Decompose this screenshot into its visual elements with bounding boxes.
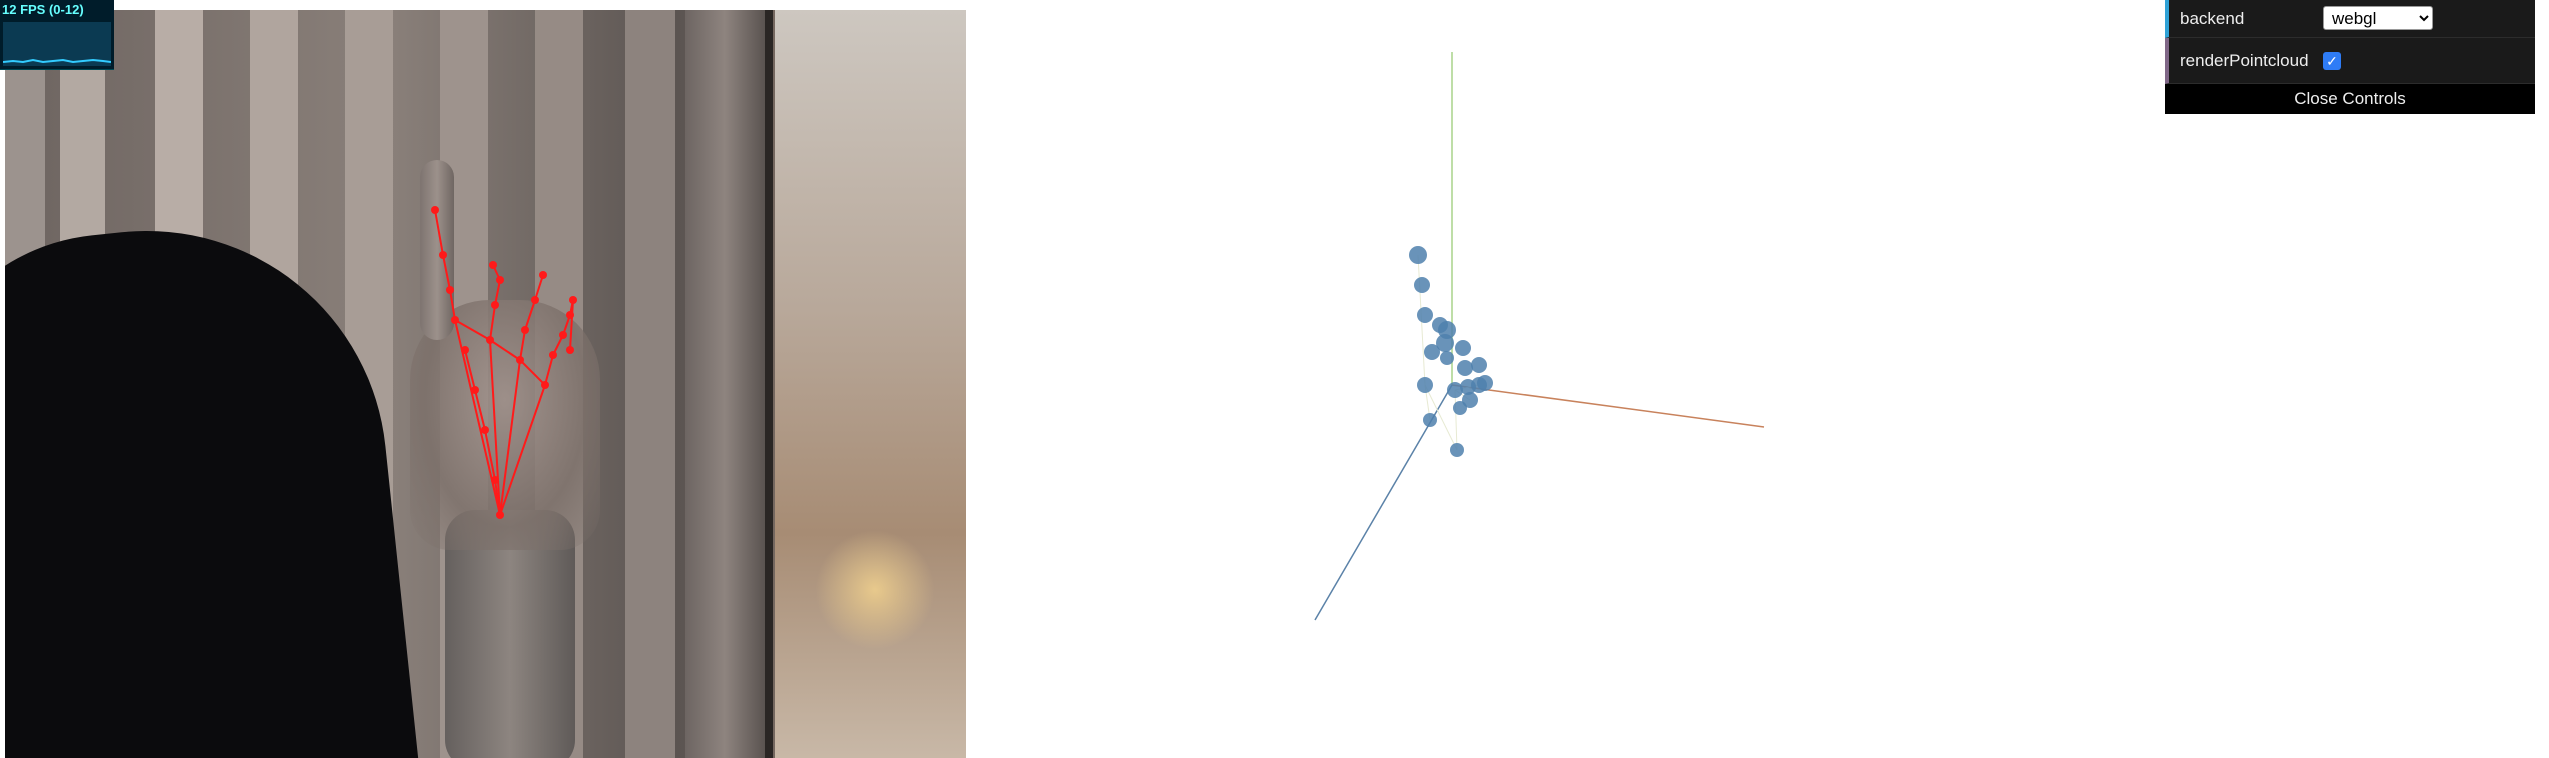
webcam-video — [5, 10, 966, 758]
hand-landmark-point — [531, 296, 539, 304]
hand-landmark-point — [496, 276, 504, 284]
keypoint-sphere — [1447, 382, 1463, 398]
landmark-connection — [489, 304, 496, 341]
landmark-connection — [499, 384, 546, 516]
landmark-connection — [534, 274, 544, 301]
keypoint-sphere — [1455, 340, 1471, 356]
index-finger — [420, 160, 454, 340]
hand-landmark-point — [569, 296, 577, 304]
fps-stats-panel[interactable]: 12 FPS (0-12) — [0, 0, 114, 70]
keypoint-sphere — [1471, 357, 1487, 373]
hand-landmark-point — [461, 346, 469, 354]
keypoint-sphere — [1453, 401, 1467, 415]
landmark-connection — [519, 359, 546, 386]
hand-landmark-point — [491, 476, 499, 484]
landmark-connection — [519, 329, 526, 361]
landmark-connection — [489, 339, 501, 516]
hand-landmark-point — [451, 316, 459, 324]
hand-landmark-point — [521, 326, 529, 334]
hand-landmark-point — [446, 286, 454, 294]
wrist — [445, 510, 575, 758]
render-pointcloud-checkbox[interactable]: ✓ — [2323, 52, 2341, 70]
backend-select[interactable]: webgl — [2323, 6, 2433, 30]
hand-landmark-point — [496, 511, 504, 519]
hand-landmark-point — [481, 426, 489, 434]
hand-landmark-point — [439, 251, 447, 259]
landmark-connection — [474, 389, 486, 431]
hand-landmark-point — [566, 311, 574, 319]
keypoint-sphere — [1440, 351, 1454, 365]
hand-landmark-point — [471, 386, 479, 394]
render-pointcloud-control: renderPointcloud ✓ — [2165, 38, 2535, 84]
landmark-connection — [524, 299, 536, 331]
skeleton-line — [1454, 389, 1458, 451]
landmark-connection — [464, 349, 476, 391]
landmark-connection — [434, 209, 444, 256]
keypoint-sphere — [1417, 307, 1433, 323]
hand-landmark-point — [431, 206, 439, 214]
landmark-connection — [569, 299, 574, 351]
hand-landmark-overlay — [431, 206, 577, 519]
hand-landmark-point — [541, 381, 549, 389]
landmark-connection — [442, 254, 451, 291]
checkmark-icon: ✓ — [2326, 53, 2338, 69]
controls-panel: backend webgl renderPointcloud ✓ Close C… — [2165, 0, 2535, 114]
keypoint-sphere — [1424, 344, 1440, 360]
keypoints — [1409, 246, 1493, 457]
hand-landmark-point — [489, 261, 497, 269]
keypoint-sphere — [1436, 334, 1454, 352]
keypoint-sphere — [1477, 375, 1493, 391]
skeleton-line — [1424, 384, 1458, 451]
keypoint-sphere — [1457, 360, 1473, 376]
hand-landmark-point — [516, 356, 524, 364]
keypoint-sphere — [1414, 277, 1430, 293]
hand-landmark-point — [559, 331, 567, 339]
fps-graph — [3, 22, 111, 66]
keypoint-sphere — [1423, 413, 1437, 427]
blind-slat — [625, 10, 675, 758]
keypoint-sphere — [1409, 246, 1427, 264]
landmark-connection — [454, 319, 491, 341]
backend-label: backend — [2180, 9, 2245, 28]
hand-landmark-point — [491, 301, 499, 309]
landmark-connection — [449, 289, 456, 321]
landmark-connection — [489, 339, 521, 361]
keypoint-sphere — [1450, 443, 1464, 457]
x-axis — [1451, 384, 1765, 428]
window-frame — [765, 10, 773, 758]
fps-label: 12 FPS (0-12) — [2, 2, 84, 17]
landmark-connection — [544, 354, 554, 386]
landmark-connection — [484, 429, 496, 481]
render-pointcloud-label: renderPointcloud — [2180, 51, 2309, 70]
3d-keypoint-scatter[interactable] — [1000, 0, 2100, 758]
hand — [410, 300, 600, 550]
blind-slat — [685, 10, 765, 758]
landmark-connection — [494, 279, 501, 306]
backend-control: backend webgl — [2165, 0, 2535, 38]
hand-landmark-point — [486, 336, 494, 344]
hand-landmark-point — [566, 346, 574, 354]
hand-landmark-point — [539, 271, 547, 279]
hand-landmark-point — [549, 351, 557, 359]
landmark-connection — [499, 359, 521, 516]
close-controls-button[interactable]: Close Controls — [2165, 84, 2535, 114]
keypoint-sphere — [1462, 392, 1478, 408]
window — [775, 10, 966, 758]
keypoint-sphere — [1417, 377, 1433, 393]
